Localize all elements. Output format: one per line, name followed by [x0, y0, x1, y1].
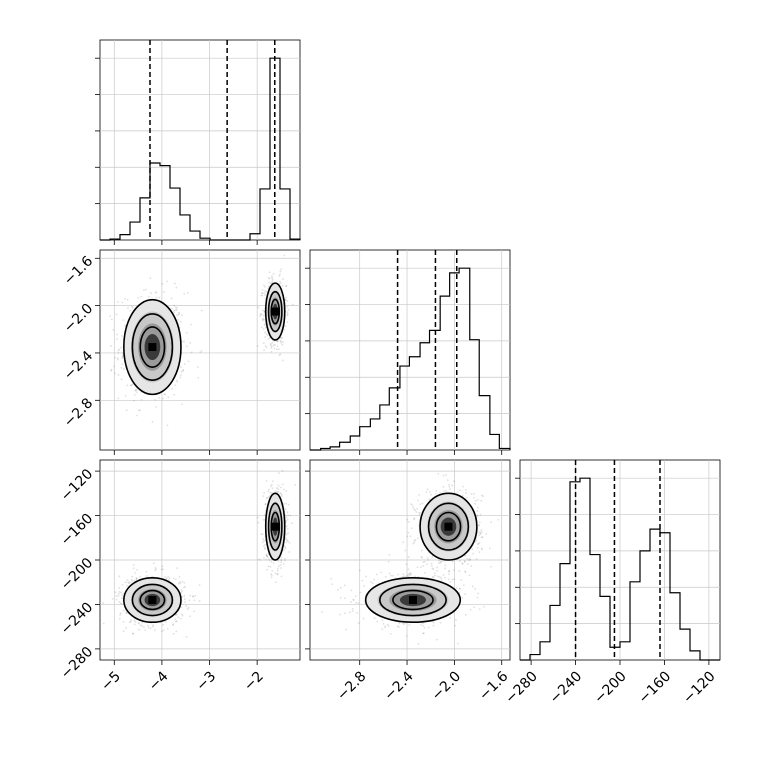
density-peak-2-1 — [444, 522, 453, 531]
x-tick-label-p2-2: −200 — [591, 668, 630, 707]
x-tick-label-p0-3: −2 — [241, 668, 267, 694]
x-tick-label-p2-3: −160 — [636, 668, 675, 707]
contour-1-0-0 — [123, 576, 182, 624]
contour-1-1-0 — [264, 492, 286, 561]
density-layer-2 — [321, 472, 500, 645]
density-peak-2-0 — [408, 596, 417, 604]
contour-2-1-1 — [427, 502, 470, 551]
hist-step-2 — [520, 477, 720, 661]
contour-0-0-0 — [123, 298, 182, 396]
contour-2-0-0 — [364, 576, 462, 624]
y-tick-label-p2-3: −160 — [58, 511, 97, 550]
contour-2-0-1 — [379, 583, 447, 617]
contour-2-1-2 — [435, 511, 462, 542]
y-tick-label-p1-3: −1.6 — [61, 253, 96, 288]
contour-1-1-2 — [270, 511, 281, 542]
hist-grid-1 — [310, 250, 510, 450]
contour-2-0-2 — [392, 589, 434, 611]
y-tick-label-p2-1: −240 — [58, 599, 97, 638]
contour-1-0-1 — [131, 583, 174, 617]
hist-grid-0 — [100, 40, 300, 240]
y-tick-label-p1-1: −2.4 — [61, 348, 96, 383]
density-layer-1 — [102, 469, 296, 638]
x-tick-label-p0-1: −4 — [146, 668, 172, 694]
density-peak-0-0 — [148, 343, 157, 352]
x-tick-label-p1-2: −2.0 — [429, 668, 464, 703]
contour-1-0-2 — [139, 589, 166, 611]
density-peak-0-1 — [271, 307, 280, 316]
x-tick-label-p2-4: −120 — [680, 668, 719, 707]
x-tick-label-p1-0: −2.8 — [334, 668, 369, 703]
y-tick-label-p2-2: −200 — [58, 555, 97, 594]
density-grid-1 — [100, 460, 300, 660]
hist-step-1 — [310, 267, 511, 451]
y-tick-label-p2-4: −120 — [58, 466, 97, 505]
contour-2-1-0 — [419, 492, 478, 561]
x-tick-label-p0-2: −3 — [193, 668, 219, 694]
hist-step-0 — [100, 57, 301, 241]
contour-1-1-1 — [267, 502, 283, 551]
contour-0-1-1 — [267, 290, 283, 333]
y-tick-label-p1-0: −2.8 — [61, 395, 96, 430]
y-tick-label-p1-2: −2.0 — [61, 301, 96, 336]
hist-panel-1 — [309, 249, 511, 451]
hist-panel-0 — [99, 39, 301, 241]
x-tick-label-p0-0: −5 — [98, 668, 124, 694]
density-peak-1-0 — [148, 596, 157, 604]
contour-0-1-0 — [264, 282, 286, 341]
x-tick-label-p2-1: −240 — [547, 668, 586, 707]
y-tick-label-p2-0: −280 — [58, 644, 97, 683]
density-peak-1-1 — [271, 522, 280, 531]
x-tick-label-p2-0: −280 — [502, 668, 541, 707]
density-layer-0 — [109, 254, 294, 427]
contour-0-1-2 — [270, 298, 281, 325]
contour-0-0-1 — [131, 313, 174, 381]
contour-0-0-2 — [139, 326, 166, 368]
x-tick-label-p1-1: −2.4 — [381, 668, 416, 703]
